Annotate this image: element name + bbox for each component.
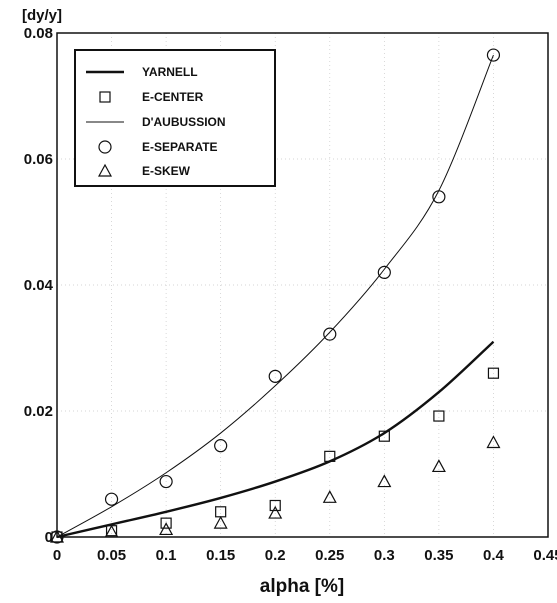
- x-tick-label: 0.4: [483, 547, 505, 564]
- x-tick-label: 0.35: [424, 547, 453, 564]
- e-skew-point: [431, 459, 446, 473]
- e-skew-point: [268, 505, 283, 519]
- e-separate-point: [214, 439, 228, 453]
- e-separate-point: [377, 265, 391, 279]
- legend: YARNELL E-CENTER D'AUBUSSION E-SEPARATE E-SK…: [74, 49, 276, 187]
- y-tick-label: 0.04: [24, 277, 54, 294]
- x-tick-label: 0.3: [374, 547, 395, 564]
- e-center-point: [487, 367, 500, 379]
- e-separate-point: [268, 369, 282, 383]
- plot-frame: [56, 32, 549, 538]
- legend-label-e-skew: E-SKEW: [142, 164, 191, 178]
- e-center-point: [378, 430, 390, 442]
- e-skew-point: [377, 474, 392, 488]
- e-skew-point: [486, 435, 501, 449]
- x-tick-label: 0.05: [97, 547, 126, 564]
- y-tick-label: 0: [45, 529, 53, 546]
- series-e-center: [51, 367, 500, 543]
- legend-swatch-e-skew: [97, 163, 113, 177]
- e-center-point: [433, 410, 445, 422]
- e-separate-point: [159, 474, 173, 489]
- series-layer: [49, 48, 501, 544]
- e-separate-point: [104, 492, 119, 506]
- y-axis-label: [dy/y]: [22, 7, 62, 24]
- x-axis-label: alpha [%]: [260, 576, 344, 597]
- y-tick-labels: 0 0.02 0.04 0.06 0.08: [24, 25, 54, 546]
- y-tick-label: 0.06: [24, 151, 53, 168]
- e-skew-point: [322, 490, 337, 503]
- e-center-point: [160, 517, 172, 529]
- legend-label-yarnell: YARNELL: [142, 65, 198, 79]
- e-skew-point: [213, 515, 228, 529]
- e-center-point: [215, 506, 227, 518]
- legend-label-d-aubussion: D'AUBUSSION: [142, 115, 226, 129]
- x-tick-labels: 0 0.05 0.1 0.15 0.2 0.25 0.3 0.35 0.4 0.45: [53, 547, 557, 564]
- series-e-skew: [49, 435, 501, 543]
- legend-label-e-center: E-CENTER: [142, 90, 204, 104]
- e-skew-point: [159, 522, 174, 536]
- e-center-point: [269, 499, 281, 512]
- e-center-point: [324, 450, 336, 462]
- x-tick-label: 0: [53, 547, 61, 564]
- e-separate-point: [486, 48, 501, 62]
- e-separate-point: [432, 190, 446, 204]
- x-tick-label: 0.45: [533, 547, 557, 564]
- legend-swatch-e-separate: [98, 140, 112, 154]
- x-tick-label: 0.25: [315, 547, 344, 564]
- y-tick-label: 0.02: [24, 403, 53, 420]
- e-separate-point: [323, 327, 337, 341]
- series-yarnell: [56, 340, 495, 539]
- legend-label-e-separate: E-SEPARATE: [142, 140, 218, 154]
- x-tick-label: 0.1: [156, 547, 177, 564]
- legend-swatch-e-center: [99, 91, 111, 103]
- x-tick-label: 0.2: [265, 547, 286, 564]
- yarnell-line: [56, 340, 495, 539]
- y-tick-label: 0.08: [24, 25, 53, 42]
- x-tick-label: 0.15: [206, 547, 235, 564]
